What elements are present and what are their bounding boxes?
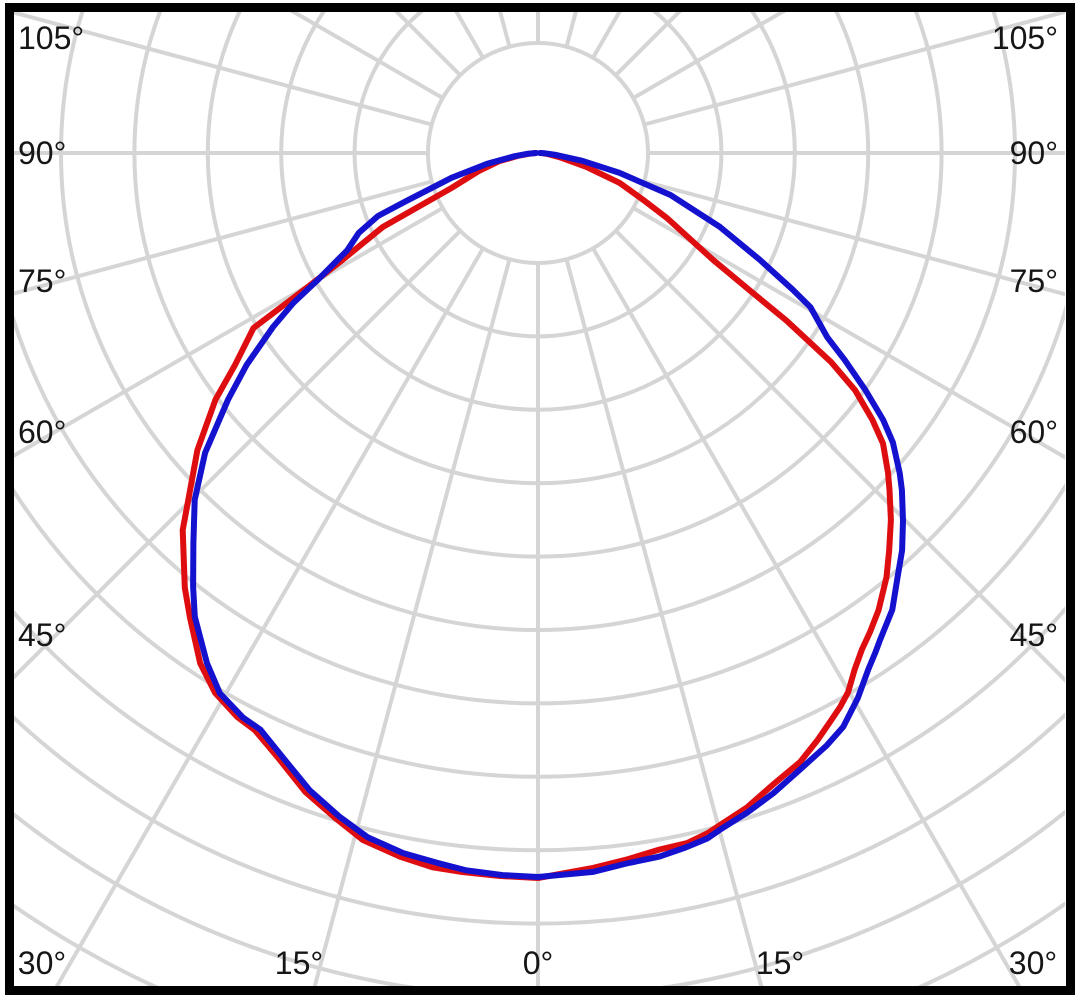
angle-label-105-right: 105° [992,20,1058,56]
angle-label-30-bottom-right: 30° [1009,945,1057,981]
polar-grid-spoke [632,206,1065,460]
polar-grid-spoke [14,12,433,127]
angle-label-75-right: 75° [1010,263,1058,299]
polar-grid-spoke [54,247,485,986]
polar-grid-spoke [643,12,1065,127]
polar-grid-spoke [614,229,1065,683]
angle-label-75-left: 75° [18,263,66,299]
chart-frame-border [5,3,1075,995]
angle-label-45-right: 45° [1010,617,1058,653]
polar-grid-spoke [564,258,764,986]
angle-label-90-left: 90° [18,135,66,171]
angle-label-60-left: 60° [18,414,66,450]
curve-blue [190,150,906,880]
angle-label-30-bottom-left: 30° [18,945,66,981]
polar-grid-spoke [14,179,433,296]
angle-label-45-left: 45° [18,617,66,653]
intensity-curves [179,150,906,881]
angle-label-15-bottom-left: 15° [275,945,323,981]
polar-grid-spoke [312,258,512,986]
polar-grid-spoke [591,247,1022,986]
polar-grid-spoke [14,229,462,680]
angle-label-0-bottom: 0° [523,945,554,981]
angle-labels: 105° 90° 75° 60° 45° 105° 90° 75° 60° 45° 30° 15° 0°… [18,20,1058,981]
angle-label-105-left: 105° [18,20,84,56]
angle-label-60-right: 60° [1010,414,1058,450]
angle-label-90-right: 90° [1010,135,1058,171]
polar-grid-spoke [14,206,444,458]
polar-grid-spoke [643,179,1065,297]
angle-label-15-bottom-right: 15° [756,945,804,981]
curve-red [179,150,894,881]
